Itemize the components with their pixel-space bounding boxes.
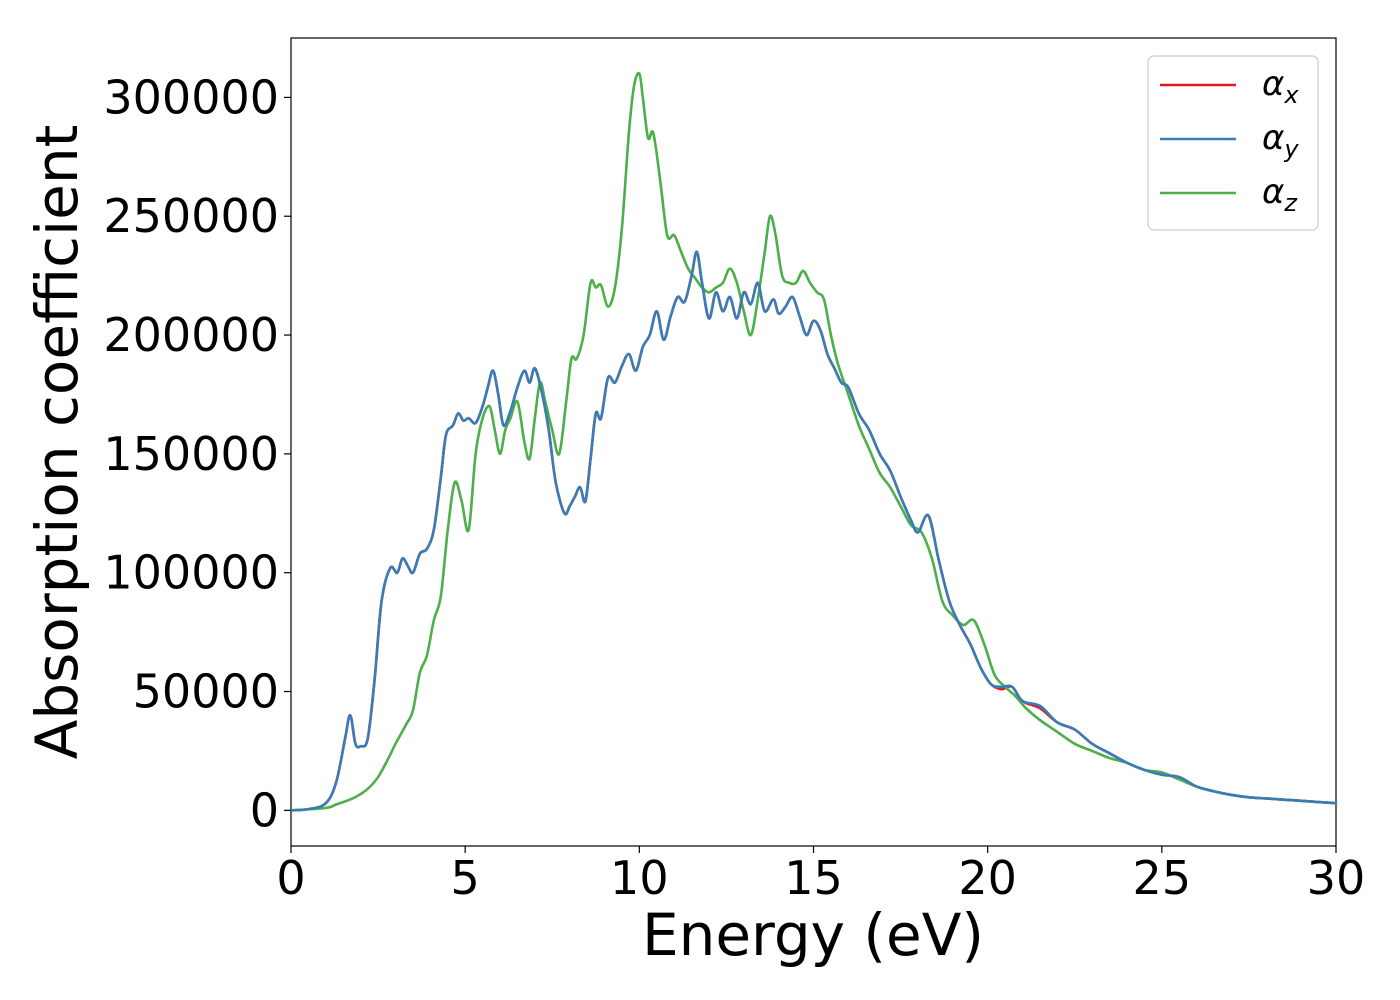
- x-tick-label: 25: [1133, 851, 1192, 905]
- x-tick-label: 20: [958, 851, 1017, 905]
- series-line-y: [289, 250, 1338, 812]
- x-axis-ticks: 0 5 10 15 20 25 30: [276, 846, 1365, 905]
- x-tick-label: 30: [1307, 851, 1366, 905]
- x-axis-label: Energy (eV): [642, 901, 984, 969]
- y-axis-label: Absorption coefficient: [23, 125, 91, 760]
- legend-label-z: αz: [1262, 172, 1298, 217]
- y-tick-label: 250000: [103, 189, 279, 243]
- y-tick-label: 100000: [103, 546, 279, 600]
- x-tick-label: 15: [784, 851, 843, 905]
- x-tick-label: 5: [451, 851, 480, 905]
- x-tick-label: 0: [276, 851, 305, 905]
- legend: αx αy αz: [1147, 55, 1319, 231]
- y-tick-label: 0: [250, 783, 279, 837]
- legend-label-x: αx: [1262, 64, 1299, 109]
- series-layer: [289, 71, 1338, 812]
- series-line-z: [289, 71, 1338, 812]
- y-axis-ticks: 0 50000 100000 150000 200000 250000 300000: [103, 70, 291, 837]
- y-tick-label: 200000: [103, 308, 279, 362]
- y-tick-label: 50000: [133, 665, 279, 719]
- legend-label-y: αy: [1262, 118, 1299, 163]
- y-tick-label: 300000: [103, 70, 279, 124]
- x-tick-label: 10: [610, 851, 669, 905]
- legend-box: [1147, 55, 1319, 231]
- y-tick-label: 150000: [103, 427, 279, 481]
